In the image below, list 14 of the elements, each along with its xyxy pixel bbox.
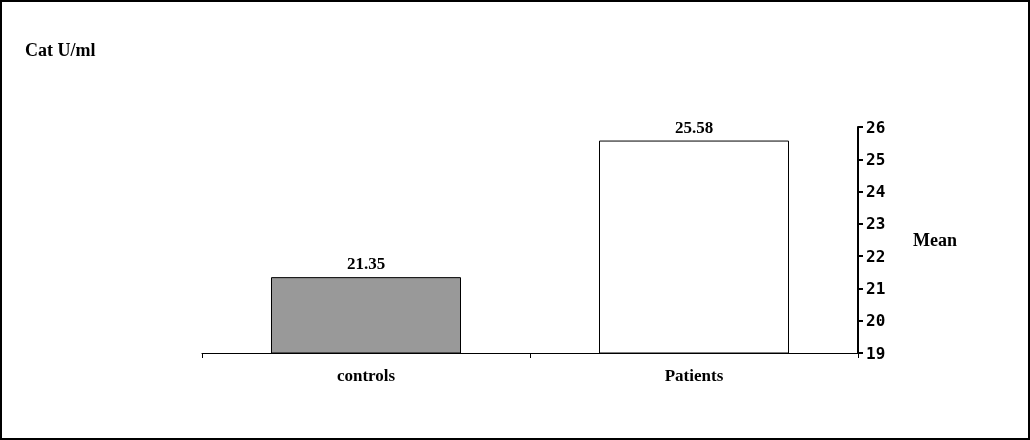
y-tick-label: 26: [866, 117, 886, 137]
y-tick-label: 22: [866, 246, 886, 266]
y-tick-label: 25: [866, 149, 886, 169]
data-label: 25.58: [674, 117, 714, 137]
y-axis-title: Mean: [913, 230, 957, 250]
x-tick-label: controls: [336, 366, 396, 385]
data-label: 21.35: [346, 254, 386, 274]
y-tick-label: 19: [866, 343, 886, 363]
chart-title: Cat U/ml: [25, 40, 96, 60]
y-tick-label: 24: [866, 182, 886, 202]
y-tick-label: 20: [866, 311, 886, 331]
x-tick-label: Patients: [664, 366, 724, 385]
y-tick-label: 23: [866, 214, 886, 234]
y-tick-label: 21: [866, 278, 886, 298]
